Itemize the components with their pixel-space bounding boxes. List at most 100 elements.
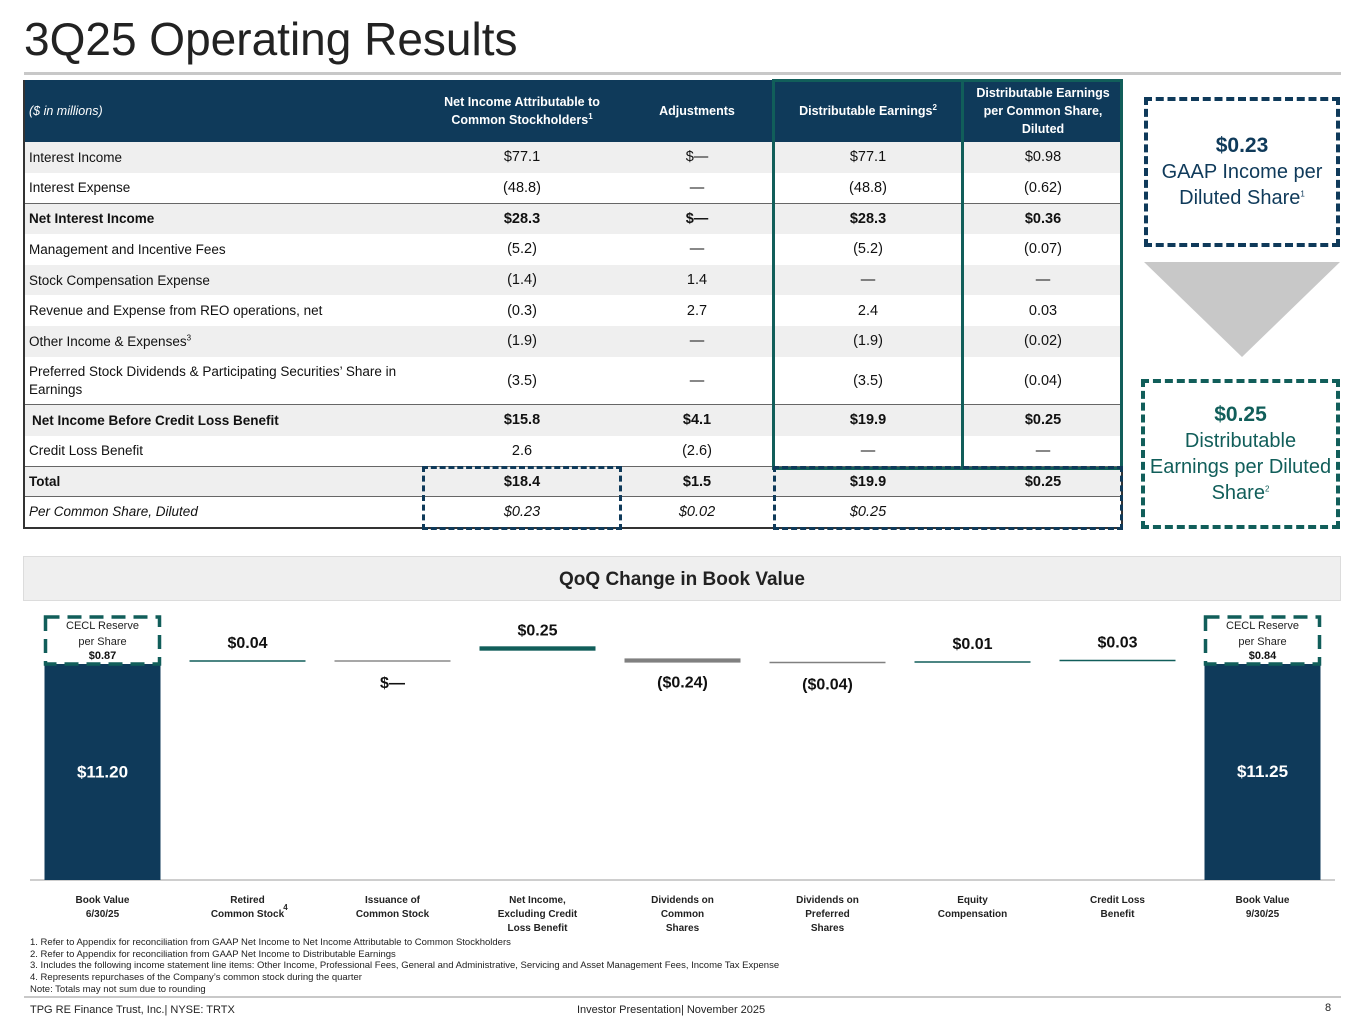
- category-label: 6/30/25: [86, 909, 120, 920]
- category-label: Dividends on: [796, 895, 859, 906]
- page-title: 3Q25 Operating Results: [24, 13, 518, 65]
- row-label: Interest Income: [23, 142, 423, 173]
- cell-net-income: (1.4): [423, 264, 621, 296]
- cell-de: $19.9: [773, 404, 963, 436]
- table-row-total: Total $18.4 $1.5 $19.9 $0.25: [23, 465, 1123, 497]
- category-label: Common: [661, 909, 704, 920]
- category-label: Book Value: [76, 895, 130, 906]
- cell-de-per-share: 0.03: [1028, 302, 1058, 319]
- table-row: Revenue and Expense from REO operations,…: [23, 295, 1123, 326]
- header-distributable-earnings: Distributable Earnings2: [773, 80, 963, 142]
- cell-de: (48.8): [849, 179, 887, 196]
- cell-net-income: $28.3: [423, 202, 621, 235]
- cell-net-income: (0.3): [507, 302, 537, 319]
- cell-net-income: $15.8: [423, 404, 621, 436]
- category-label: Credit Loss: [1090, 895, 1145, 906]
- cecl-reserve-box: [43, 615, 162, 666]
- row-label: Other Income & Expenses3: [23, 326, 423, 357]
- table-row: Other Income & Expenses3 (1.9) — (1.9) (…: [23, 326, 1123, 357]
- table-row: Net Income Before Credit Loss Benefit $1…: [23, 404, 1123, 436]
- footer-presentation: Investor Presentation| November 2025: [577, 1004, 766, 1016]
- category-footnote: 4: [283, 903, 288, 912]
- cell-de: $0.25: [773, 496, 963, 529]
- cecl-reserve-box: [1203, 615, 1322, 666]
- header-adjustments: Adjustments: [621, 80, 773, 142]
- category-label: Common Stock: [211, 909, 285, 920]
- cell-de-per-share: —: [963, 264, 1123, 296]
- category-label: Equity: [957, 895, 988, 906]
- header-de-per-share: Distributable Earnings per Common Share,…: [963, 80, 1123, 142]
- cell-de-per-share: $0.98: [963, 142, 1123, 173]
- cell-de-per-share: (0.02): [963, 326, 1123, 357]
- category-label: Benefit: [1101, 909, 1136, 920]
- cell-adjustments: (2.6): [682, 442, 712, 459]
- cell-adjustments: —: [689, 179, 705, 196]
- table-row: Net Interest Income $28.3 $— $28.3 $0.36: [23, 202, 1123, 235]
- bar-value-label: $11.25: [1237, 762, 1288, 781]
- distributable-earnings-callout: $0.25 Distributable Earnings per Diluted…: [1141, 379, 1340, 529]
- cell-adjustments: $4.1: [621, 404, 773, 436]
- table-row: Credit Loss Benefit 2.6 (2.6) — —: [23, 436, 1123, 467]
- header-net-income: Net Income Attributable to Common Stockh…: [423, 80, 621, 142]
- footnote-1: 1. Refer to Appendix for reconciliation …: [30, 937, 511, 948]
- book-value-header: QoQ Change in Book Value: [23, 556, 1341, 601]
- cecl-line1: CECL Reserve: [1226, 620, 1299, 632]
- footer-company: TPG RE Finance Trust, Inc.| NYSE: TRTX: [30, 1004, 235, 1016]
- de-callout-label: Distributable Earnings per Diluted Share: [1149, 430, 1332, 504]
- bar-step: [914, 661, 1031, 663]
- bar-step: [334, 660, 451, 662]
- bar-value-label: ($0.24): [657, 675, 708, 692]
- cell-de-per-share: (0.07): [1024, 241, 1062, 258]
- cell-net-income: $0.23: [423, 496, 621, 529]
- waterfall-svg: $11.20 Book Value 6/30/25 $0.04 Retired Commo…: [30, 615, 1335, 934]
- table-row-per-share: Per Common Share, Diluted $0.23 $0.02 $0…: [23, 496, 1123, 529]
- cell-adjustments: $1.5: [621, 465, 773, 497]
- category-label: Retired: [230, 895, 264, 906]
- de-callout-footnote: 2: [1264, 484, 1270, 494]
- row-label: Per Common Share, Diluted: [23, 496, 423, 529]
- bar-value-label: ($0.04): [802, 677, 853, 694]
- category-label: Net Income,: [509, 895, 566, 906]
- row-label: Revenue and Expense from REO operations,…: [29, 303, 323, 319]
- cell-de-per-share: $0.25: [963, 404, 1123, 436]
- bar-value-label: $0.25: [517, 623, 557, 640]
- bar-total: [1204, 662, 1321, 880]
- cecl-value: $0.87: [89, 650, 117, 662]
- header-net-income-footnote: 1: [588, 111, 593, 121]
- category-label: Issuance of: [365, 895, 421, 906]
- bar-step: [189, 660, 306, 662]
- cell-de: $77.1: [773, 142, 963, 173]
- gaap-income-value: $0.23: [1215, 134, 1269, 157]
- de-callout-value: $0.25: [1214, 403, 1267, 426]
- cell-de-per-share: $0.25: [963, 465, 1123, 497]
- table-row: Stock Compensation Expense (1.4) 1.4 — —: [23, 264, 1123, 296]
- cell-de: 2.4: [857, 302, 879, 319]
- cell-de: (1.9): [773, 326, 963, 357]
- gaap-income-footnote: 1: [1300, 189, 1305, 199]
- row-label: Net Interest Income: [23, 202, 423, 235]
- gaap-income-text: GAAP Income per Diluted Share1: [1148, 159, 1336, 211]
- cell-de-per-share: —: [1035, 442, 1051, 459]
- table-row: Interest Income $77.1 $— $77.1 $0.98: [23, 142, 1123, 173]
- cell-adjustments: $0.02: [621, 496, 773, 529]
- header-de-label: Distributable Earnings: [799, 104, 933, 118]
- bar-value-label: $11.20: [77, 763, 128, 782]
- footnote-2: 2. Refer to Appendix for reconciliation …: [30, 948, 396, 960]
- category-label: Preferred: [805, 909, 849, 920]
- gaap-income-callout: $0.23 GAAP Income per Diluted Share1: [1144, 97, 1340, 247]
- cell-net-income: (48.8): [503, 179, 541, 196]
- cell-adjustments: —: [621, 326, 773, 357]
- header-de-footnote: 2: [932, 102, 937, 112]
- header-net-income-label: Net Income Attributable to Common Stockh…: [444, 95, 600, 127]
- header-units: ($ in millions): [23, 80, 423, 142]
- cell-de-per-share: $0.36: [963, 202, 1123, 235]
- bar-total: [44, 663, 161, 880]
- cell-net-income: $77.1: [423, 142, 621, 173]
- footnote-4: 4. Represents repurchases of the Company…: [30, 972, 362, 984]
- cell-net-income: (3.5): [507, 372, 537, 389]
- cell-net-income: 2.6: [511, 442, 533, 459]
- table-header-row: ($ in millions) Net Income Attributable …: [23, 80, 1123, 142]
- de-callout-text: Distributable Earnings per Diluted Share…: [1145, 428, 1336, 506]
- book-value-waterfall-chart: $11.20 Book Value 6/30/25 $0.04 Retired Commo…: [0, 600, 1365, 940]
- footer-divider: [24, 996, 1341, 998]
